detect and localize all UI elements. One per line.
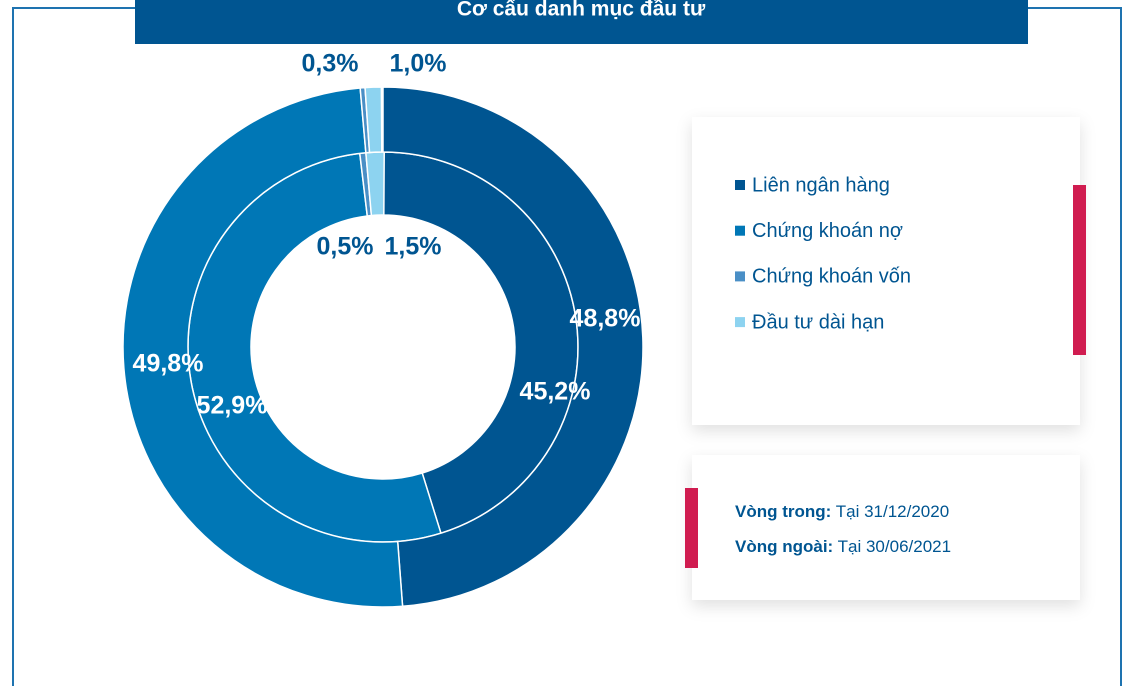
frame-line xyxy=(12,7,1122,686)
value-label: 0,5% xyxy=(317,233,374,261)
note-label: Vòng trong: xyxy=(735,502,831,521)
legend-swatch xyxy=(735,225,745,236)
note-accent xyxy=(685,488,698,568)
donut-segment xyxy=(382,86,644,608)
value-label: 52,9% xyxy=(197,392,268,420)
value-label: 1,5% xyxy=(385,233,442,261)
title-bar xyxy=(135,0,1028,44)
legend-label: Chứng khoán nợ xyxy=(752,220,903,242)
note-date: Tại 31/12/2020 xyxy=(836,502,949,521)
note-label: Vòng ngoài: xyxy=(735,537,833,556)
donut-segment xyxy=(364,86,383,154)
note-date: Tại 30/06/2021 xyxy=(838,537,951,556)
note-box xyxy=(692,455,1080,600)
legend-swatch xyxy=(735,271,745,282)
value-label: 1,0% xyxy=(390,50,447,78)
legend-label: Chứng khoán vốn xyxy=(752,266,911,288)
chart-title: Cơ cấu danh mục đầu tư xyxy=(457,0,706,21)
legend-box xyxy=(692,117,1080,425)
note: Vòng trong: Tại 31/12/2020 xyxy=(735,502,949,521)
frame xyxy=(12,7,1122,686)
value-label: 0,3% xyxy=(302,50,359,78)
value-label: 45,2% xyxy=(520,378,591,406)
legend-swatch xyxy=(735,317,745,328)
legend-label: Liên ngân hàng xyxy=(752,174,890,196)
value-label: 48,8% xyxy=(570,305,641,333)
note: Vòng ngoài: Tại 30/06/2021 xyxy=(735,537,951,556)
donut-segment xyxy=(122,87,404,608)
value-label: 49,8% xyxy=(133,350,204,378)
legend-label: Đầu tư dài hạn xyxy=(752,311,884,333)
legend-accent xyxy=(1073,185,1086,355)
legend-swatch xyxy=(735,180,745,190)
